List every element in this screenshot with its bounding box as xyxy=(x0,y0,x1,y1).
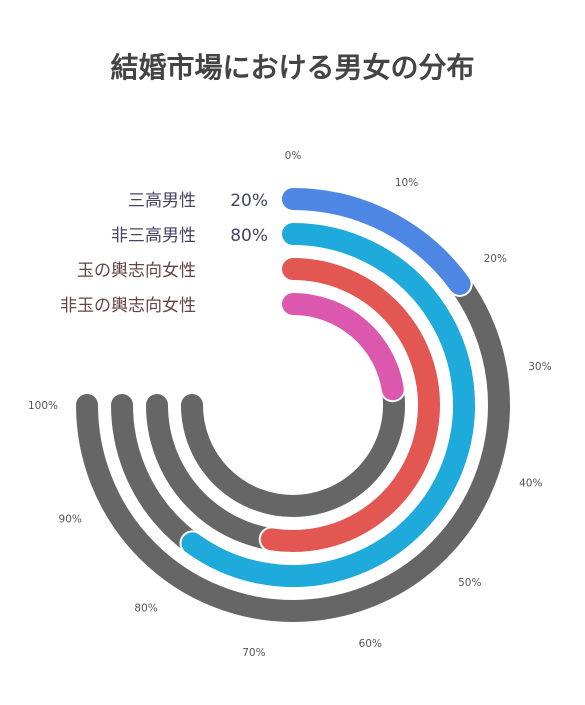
tick-label: 100% xyxy=(28,400,58,412)
tick-label: 70% xyxy=(242,647,265,659)
series-label: 非玉の輿志向女性 xyxy=(60,296,196,316)
tick-label: 20% xyxy=(484,253,507,265)
bar-arc xyxy=(181,223,475,587)
tick-label: 50% xyxy=(458,577,481,589)
tick-label: 30% xyxy=(528,361,551,373)
tick-label: 40% xyxy=(519,477,542,489)
series-label: 三高男性 xyxy=(128,191,196,211)
bar-arc xyxy=(282,188,471,295)
tick-label: 60% xyxy=(359,638,382,650)
chart-title: 結婚市場における男女の分布 xyxy=(110,51,475,84)
tick-label: 10% xyxy=(395,177,418,189)
series-label: 玉の輿志向女性 xyxy=(77,261,196,281)
data-label: 20% xyxy=(230,191,268,211)
data-label: 80% xyxy=(230,226,268,246)
bar-arc xyxy=(260,258,440,552)
tick-label: 80% xyxy=(134,602,157,614)
series-label: 非三高男性 xyxy=(111,226,196,246)
tick-label: 0% xyxy=(285,150,302,162)
tick-label: 90% xyxy=(59,514,82,526)
bar-arc xyxy=(282,293,404,401)
